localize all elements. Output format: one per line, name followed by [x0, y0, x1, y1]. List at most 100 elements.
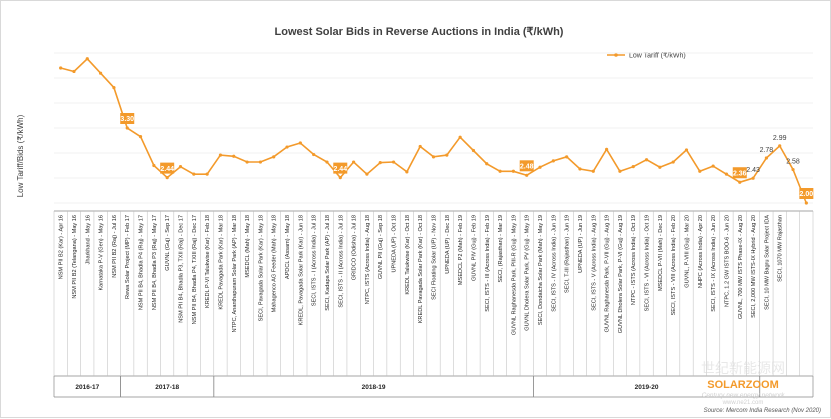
data-point	[125, 126, 129, 130]
data-label-box	[160, 162, 175, 174]
x-tick-label: NHPC (Across India) - Apr 20	[698, 215, 704, 288]
x-tick-label: NTPC, Ananthapuram Solar Park (AP) - Mar…	[232, 215, 238, 333]
data-point	[804, 201, 808, 205]
data-point	[538, 165, 542, 169]
data-point	[165, 176, 169, 180]
x-tick-label: MSEDCL (Mah) - May 18	[245, 215, 251, 278]
data-label: 2.00	[800, 191, 814, 198]
x-tick-label: SECI, Kadapa Solar Park (AP) - Jul 18	[325, 215, 331, 311]
data-point	[272, 155, 276, 159]
data-point	[551, 159, 555, 163]
x-tick-label: UPNEDA (UP) - Dec 18	[445, 215, 451, 274]
x-tick-label: SECI, ISTS - VI (Across India) - Oct 19	[645, 215, 651, 311]
data-point	[764, 156, 768, 160]
x-tick-label: GUVNL Dholera Solar Park, P-VI (Guj) - A…	[618, 215, 624, 333]
data-point	[591, 169, 595, 173]
data-point	[99, 71, 103, 75]
data-label: 2.78	[760, 147, 774, 154]
data-point	[205, 172, 209, 176]
data-point	[711, 164, 715, 168]
data-point	[498, 169, 502, 173]
data-point	[778, 144, 782, 148]
group-label: 2017-18	[155, 384, 179, 391]
x-tick-label: NTPC, 1.2 GW ISTS BOO-6 - Jun 20	[724, 215, 730, 307]
data-point	[298, 141, 302, 145]
data-point	[245, 160, 249, 164]
data-point	[644, 158, 649, 162]
x-tick-label: SECI, ISTS - VIII (Across India) - Feb 2…	[671, 215, 677, 315]
data-label: 2.36	[733, 170, 747, 177]
x-tick-label: SECI, ISTS - II (Across India) - Jul 18	[338, 215, 344, 308]
x-tick-label: KREDL, Pavagada Solar Park (Kar) - Jun 1…	[298, 215, 304, 325]
data-point	[618, 169, 622, 173]
data-point	[751, 176, 755, 180]
data-point	[471, 148, 476, 153]
x-tick-label: SECI, Pavagada Solar Park (Kar) - May 18	[258, 215, 264, 321]
x-tick-label: SECI, ISTS - III (Across India) - Feb 19	[485, 215, 491, 312]
x-tick-label: UPNEDA (UP) - Jun 19	[578, 215, 584, 273]
data-label-box	[120, 113, 135, 124]
x-tick-label: GUVNL Raghanesda Park, PIII-R (Guj) - Ma…	[511, 215, 517, 335]
x-tick-label: Mahagenco AG Feeder (Mah) - May 18	[272, 215, 278, 312]
data-label: 2.58	[786, 159, 800, 166]
chart-title: Lowest Solar Bids in Reverse Auctions in…	[275, 26, 564, 38]
x-tick-label: GUVNL (Guj) - Sep 17	[165, 215, 171, 271]
source-note: Source: Mercom India Research (Nov 2020)	[704, 408, 821, 414]
data-point	[431, 155, 436, 159]
group-label: 2016-17	[75, 384, 99, 391]
legend-label: Low Tariff (₹/kWh)	[629, 52, 686, 60]
x-tick-label: SECI, 2,000 MW ISTS-IX Hybrid - Aug 20	[751, 215, 757, 318]
data-point	[232, 154, 236, 158]
data-point	[112, 86, 116, 90]
data-point	[658, 165, 662, 169]
x-tick-label: GUVNL PII (Guj) - Sep 18	[378, 215, 384, 279]
data-point	[565, 155, 569, 159]
x-tick-label: NSM PII B4, Bhadla P4 (Raj) - May 17	[139, 215, 145, 310]
x-tick-label: NSM PII B2 (Telangana) - May 16	[72, 215, 78, 299]
data-point	[85, 57, 89, 61]
x-tick-label: GUVNL, P-VIII (Guj) - Mar 20	[685, 215, 691, 288]
data-point	[312, 152, 316, 157]
x-tick-label: GUVNL Dholera Solar Park, PV (Guj) - May…	[525, 215, 531, 331]
x-tick-label: NSM PII B2 (Raj) - Jul 16	[112, 215, 118, 278]
data-point	[791, 167, 795, 172]
x-tick-label: NTPC - ISTS (Across India) - Oct 19	[631, 215, 637, 305]
data-point	[285, 145, 289, 149]
watermark-url: www.ne21.com	[722, 400, 764, 406]
data-point	[352, 160, 356, 164]
x-tick-label: SECI, Dondaicha Solar Park (Mah) - May 1…	[538, 215, 544, 325]
x-tick-label: NSM PII B2 (Kar) - Apr 16	[59, 215, 65, 279]
x-tick-label: NSM PII B4, Bhadla P3, TXII (Raj) - Dec …	[179, 215, 185, 323]
data-point	[59, 66, 63, 70]
data-point	[418, 144, 422, 149]
data-point	[178, 165, 183, 169]
brand-mark: SOLARZOOM	[707, 379, 779, 391]
data-point	[72, 69, 76, 74]
legend-marker	[614, 53, 618, 57]
x-tick-label: SECI, ISTS - I (Across India) - Jul 18	[312, 215, 318, 306]
data-point	[365, 172, 369, 176]
x-tick-label: SECI, ISTS - IX (Across India) - Jun 20	[711, 215, 717, 312]
x-tick-label: NSM PII B4, Bhadla P4, TXIII (Raj) - Dec…	[192, 215, 198, 324]
data-label-box	[732, 167, 747, 179]
x-tick-label: SECI, T-III (Rajasthan) - Jun 19	[565, 215, 571, 293]
data-label: 2.99	[773, 135, 787, 142]
x-tick-label: MSEDCL P2 (Mah) - Feb 19	[458, 215, 464, 285]
group-label: 2019-20	[635, 384, 659, 391]
x-tick-label: KREDL P-VI Talukwise (Kar) - Feb 18	[205, 215, 211, 308]
data-point	[258, 160, 262, 164]
data-point	[511, 169, 515, 173]
x-tick-label: SECI, ISTS - IV (Across India) - Jun 19	[551, 215, 557, 312]
x-tick-label: Jharkhand - May 16	[85, 215, 91, 264]
x-tick-label: SECI, 10 MW Bagru Solar Project IDA	[764, 215, 770, 310]
x-tick-label: GUVNL PIV (Guj) - Feb 19	[471, 215, 477, 281]
x-tick-label: GUVNL, 700 MW ISTS Phase-IX - Aug 20	[738, 215, 744, 319]
group-label: 2018-19	[362, 384, 386, 391]
data-label-box	[333, 162, 348, 174]
x-tick-label: NTPC, ISTS (Across India) - Aug 18	[365, 215, 371, 304]
x-tick-label: GRIDCO (Odisha) - Jul 18	[352, 215, 358, 280]
x-tick-label: MSEDCL P-VII (Mah) - Dec 19	[658, 215, 664, 291]
data-point	[525, 173, 529, 177]
data-point	[391, 160, 396, 164]
